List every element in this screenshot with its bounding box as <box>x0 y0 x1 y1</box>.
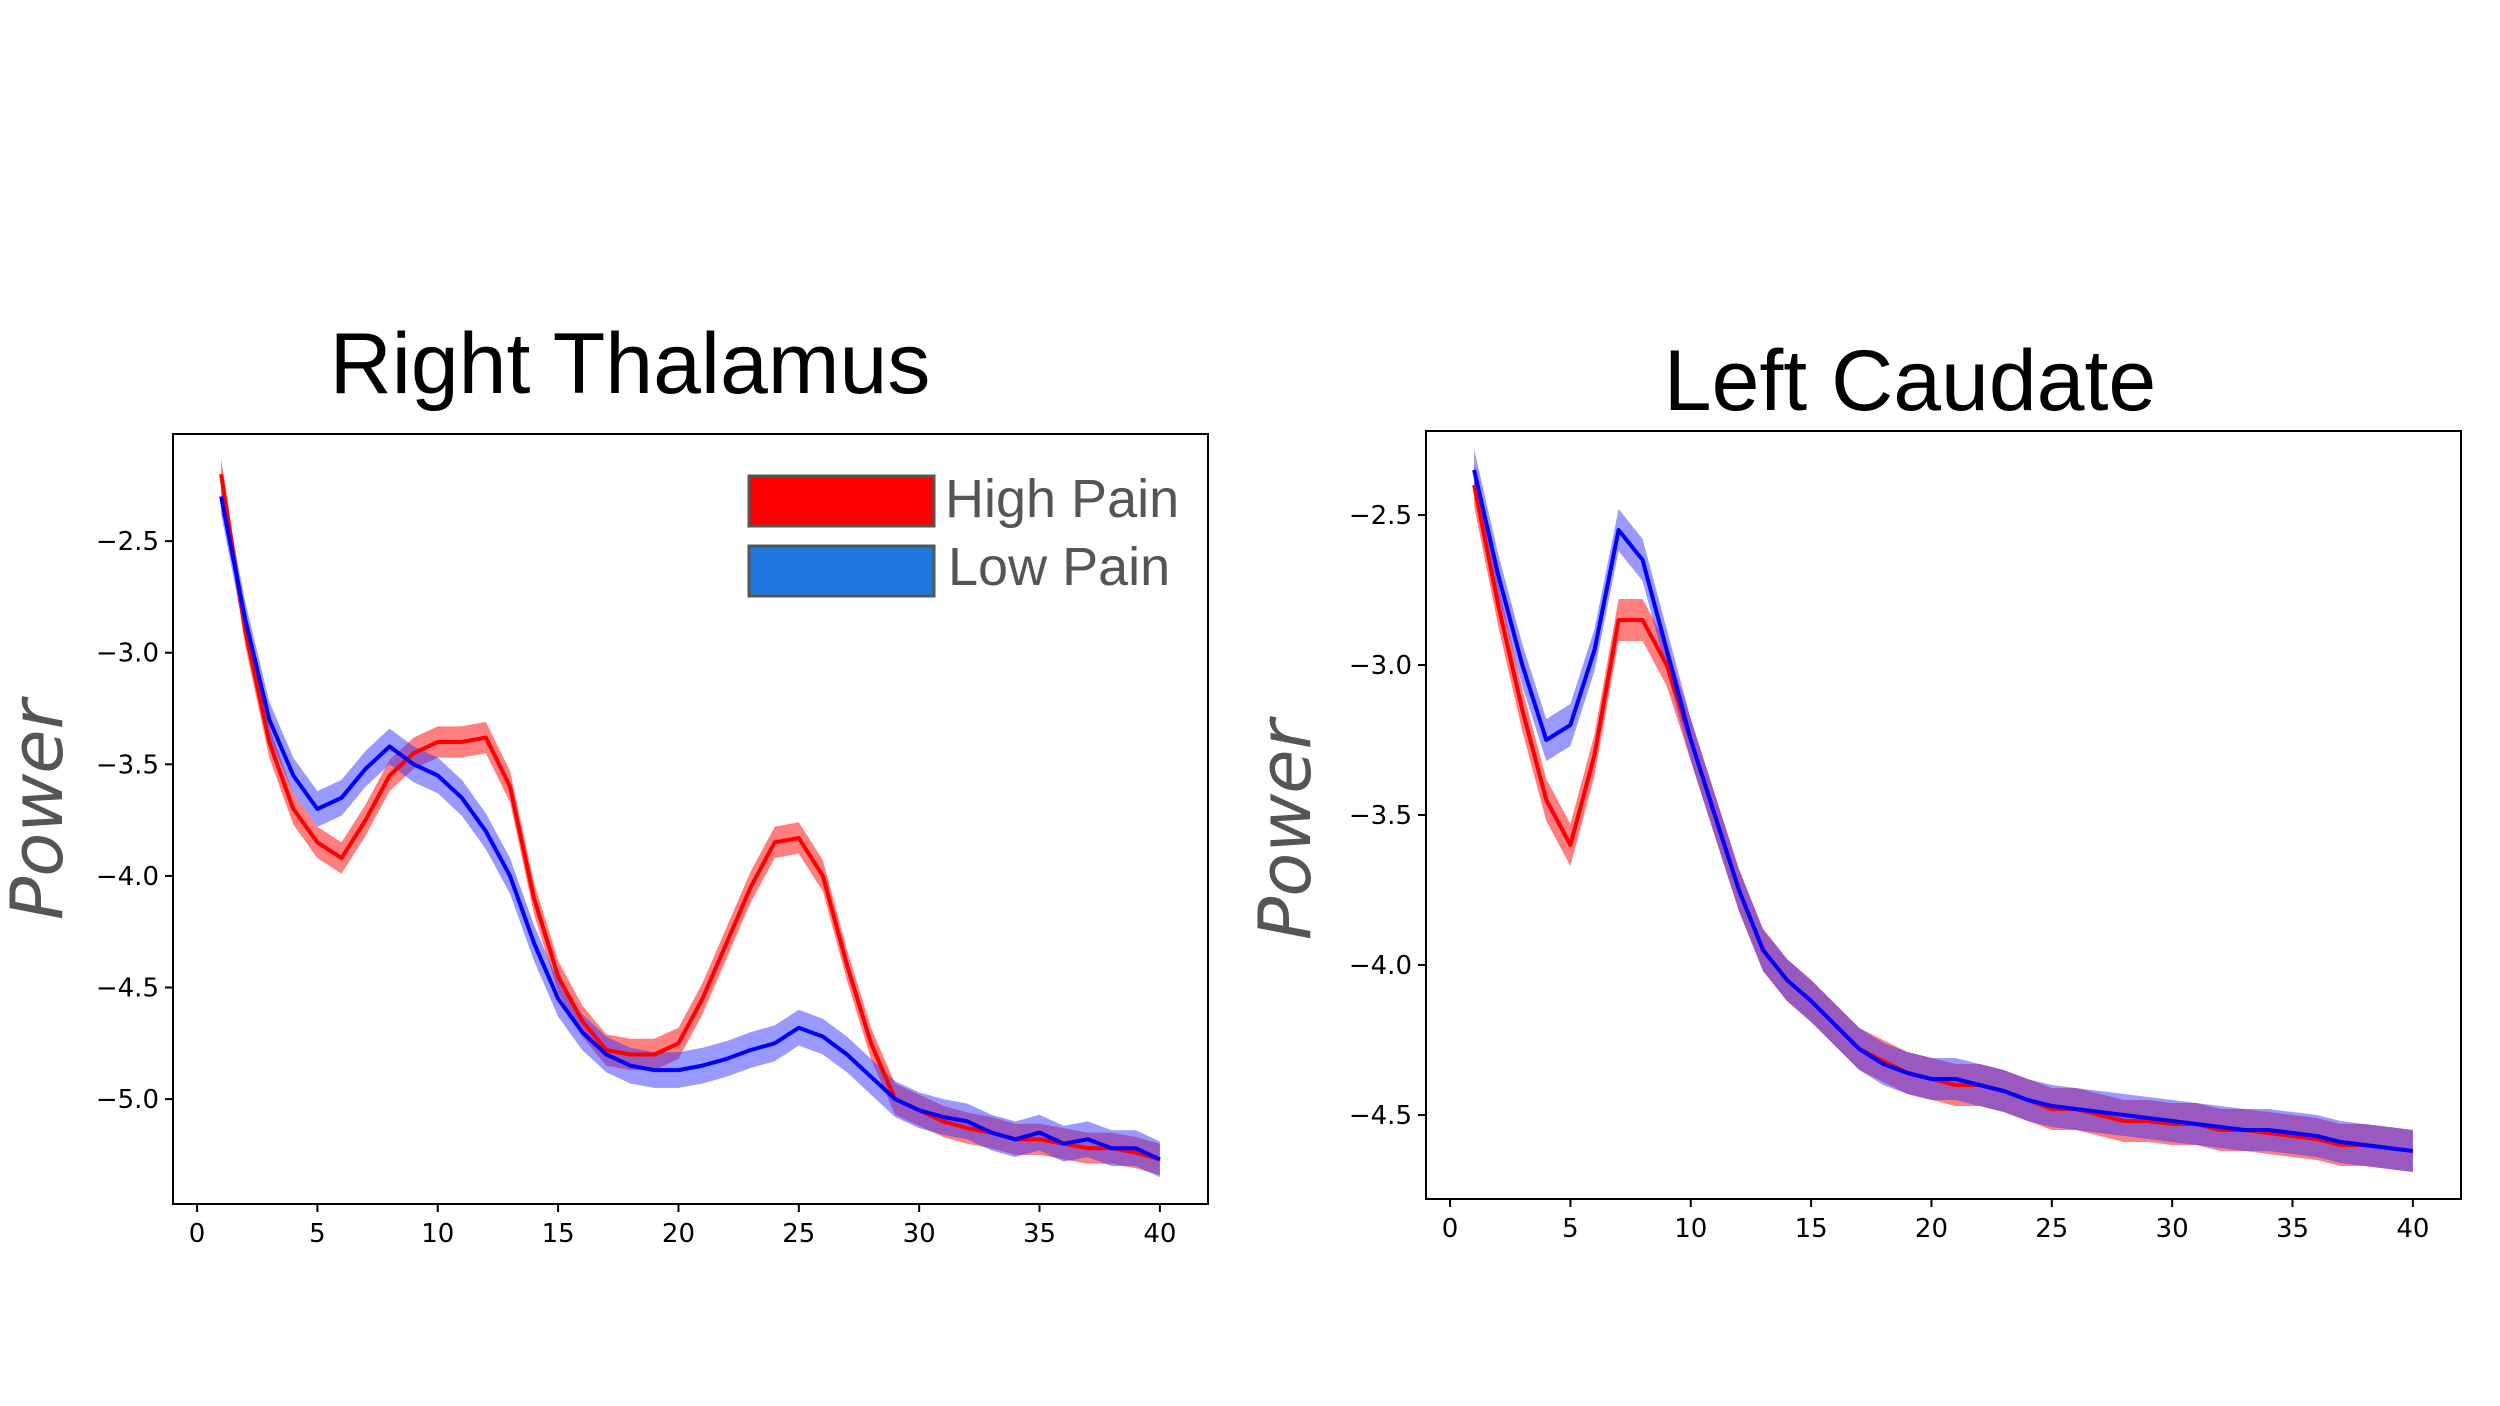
x-tick-label: 0 <box>1442 1214 1459 1244</box>
y-tick-label: −5.0 <box>96 1085 159 1115</box>
y-tick-label: −4.0 <box>96 862 159 892</box>
line-low-pain <box>1472 469 2414 1153</box>
y-axis-label: Power <box>1243 715 1327 940</box>
legend-swatch-low-pain <box>747 544 936 598</box>
plot-frame <box>172 433 1209 1205</box>
x-tick-label: 5 <box>309 1219 326 1249</box>
x-tick-label: 20 <box>662 1219 695 1249</box>
chart-title: Right Thalamus <box>330 316 931 412</box>
band-high-pain <box>221 458 1160 1176</box>
x-tick-label: 30 <box>2156 1214 2189 1244</box>
chart-title: Left Caudate <box>1664 333 2156 429</box>
y-tick-label: −3.0 <box>96 639 159 669</box>
y-tick-label: −4.5 <box>1349 1101 1412 1131</box>
plot-area <box>1472 449 2414 1172</box>
chart-left-caudate: Left Caudate Power 0 5 10 15 20 25 30 35 40 −2.5 −… <box>1243 333 2462 1244</box>
x-tick-label: 35 <box>1023 1219 1056 1249</box>
y-tick-label: −4.0 <box>1349 951 1412 981</box>
y-tick-label: −3.0 <box>1349 651 1412 681</box>
x-tick-label: 10 <box>1674 1214 1707 1244</box>
y-tick-label: −3.5 <box>96 750 159 780</box>
y-tick-label: −2.5 <box>96 527 159 557</box>
legend-swatch-high-pain <box>747 474 936 528</box>
line-low-pain <box>219 496 1161 1162</box>
y-tick-label: −3.5 <box>1349 801 1412 831</box>
x-tick-label: 30 <box>903 1219 936 1249</box>
x-tick-label: 25 <box>2035 1214 2068 1244</box>
x-tick-label: 25 <box>782 1219 815 1249</box>
x-tick-label: 0 <box>189 1219 206 1249</box>
legend: High Pain Low Pain <box>747 469 1179 598</box>
axes: 0 5 10 15 20 25 30 35 40 −2.5 −3.0 −3.5 −4.0 −4.5 −5.0 <box>96 527 1177 1249</box>
chart-right-thalamus: Right Thalamus Power 0 5 10 15 20 25 30 35 40 −2.… <box>0 316 1209 1249</box>
y-tick-label: −4.5 <box>96 974 159 1004</box>
x-tick-label: 15 <box>1795 1214 1828 1244</box>
plot-area <box>219 458 1161 1178</box>
x-tick-label: 35 <box>2276 1214 2309 1244</box>
legend-label-low-pain: Low Pain <box>948 537 1170 597</box>
x-tick-label: 20 <box>1915 1214 1948 1244</box>
x-tick-label: 10 <box>421 1219 454 1249</box>
x-tick-label: 40 <box>2396 1214 2429 1244</box>
legend-label-high-pain: High Pain <box>945 469 1179 529</box>
axes: 0 5 10 15 20 25 30 35 40 −2.5 −3.0 −3.5 −4.0 −4.5 <box>1349 501 2430 1244</box>
y-tick-label: −2.5 <box>1349 501 1412 531</box>
x-tick-label: 5 <box>1562 1214 1579 1244</box>
x-tick-label: 15 <box>542 1219 575 1249</box>
x-tick-label: 40 <box>1143 1219 1176 1249</box>
y-axis-label: Power <box>0 695 79 920</box>
line-high-pain <box>1472 484 2414 1153</box>
